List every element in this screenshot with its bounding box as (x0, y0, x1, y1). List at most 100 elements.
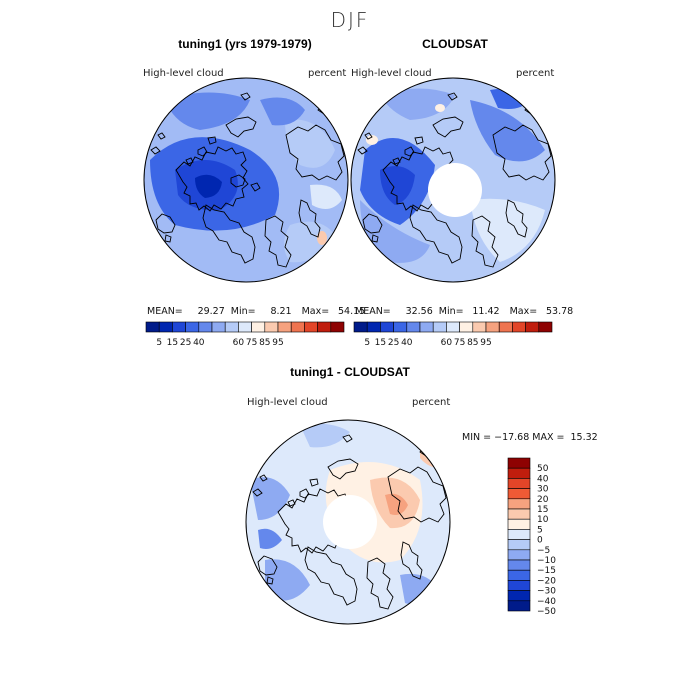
panel-3-units-label: percent (412, 397, 451, 408)
panel-1-colorbar-tick-label: 5 (156, 338, 162, 348)
panel-2-colorbar-tick-label: 25 (388, 338, 399, 348)
panel-3-colorbar-tick-label: −50 (537, 607, 556, 617)
panel-1-min-label: Min= (230, 306, 256, 317)
panel-3-title: tuning1 - CLOUDSAT (290, 365, 410, 379)
panel-3-colorbar-swatch (507, 600, 531, 612)
panel-3-colorbar-tick-label: 10 (537, 515, 549, 525)
panel-3-colorbar-tick-label: 30 (537, 485, 549, 495)
panel-3-colorbar-swatch (507, 580, 531, 591)
panel-3-colorbar-swatch (507, 539, 531, 551)
panel-2-colorbar-swatch (353, 321, 368, 333)
panel-2-min-label: Min= (438, 306, 464, 317)
map-panel-1 (143, 77, 349, 283)
panel-1-colorbar-swatch (145, 321, 160, 333)
panel-1-max-label: Max= (301, 306, 330, 317)
panel-1-colorbar-swatch (290, 321, 305, 333)
panel-2-colorbar-tick-label: 85 (467, 338, 478, 348)
panel-2-variable-label: High-level cloud (351, 68, 432, 79)
panel-1-colorbar-swatch (238, 321, 252, 333)
panel-2-mean-value: 32.56 (405, 306, 433, 317)
panel-1-mean-label: MEAN= (147, 306, 183, 317)
panel-2-max-label: Max= (509, 306, 538, 317)
panel-1-title: tuning1 (yrs 1979-1979) (178, 37, 312, 51)
panel-1-max-value: 54.15 (338, 306, 366, 317)
colorbar-panel-1: 5 15 25 40 60 75 85 95 (145, 321, 345, 348)
panel-3-colorbar-swatch (507, 488, 531, 500)
panel-2-max-value: 53.78 (546, 306, 574, 317)
panel-2-colorbar-swatch (406, 321, 421, 333)
panel-3-colorbar-tick-label: −5 (537, 546, 550, 556)
panel-3-colorbar-tick-label: −20 (537, 576, 556, 586)
panel-1-colorbar-tick-label: 95 (272, 338, 283, 348)
panel-2-colorbar-tick-label: 15 (375, 338, 386, 348)
panel-2-units-label: percent (516, 68, 555, 79)
panel-3-colorbar-swatch (507, 467, 531, 479)
panel-3-colorbar-swatch (507, 569, 531, 581)
panel-1-colorbar-swatch (251, 321, 266, 333)
panel-2-min-value: 11.42 (472, 306, 500, 317)
panel-3-variable-label: High-level cloud (247, 397, 328, 408)
panel-1-mean-value: 29.27 (197, 306, 225, 317)
panel-2-colorbar-swatch (366, 321, 381, 333)
panel-2-colorbar-swatch (393, 321, 408, 333)
panel-2-colorbar-swatch (380, 321, 394, 333)
panel-3-colorbar-tick-label: 15 (537, 505, 548, 515)
panel-2-colorbar-swatch (525, 321, 540, 333)
panel-3-colorbar-swatch (507, 457, 531, 469)
panel-1-units-label: percent (308, 68, 347, 79)
panel-1-colorbar-swatch (211, 321, 226, 333)
panel-3-colorbar-swatch (507, 549, 531, 561)
panel-2-colorbar-tick-label: 60 (441, 338, 453, 348)
panel-2-colorbar-tick-label: 75 (454, 338, 465, 348)
panel-2-colorbar-swatch (446, 321, 460, 333)
panel-2-colorbar-swatch (538, 321, 553, 333)
panel-1-colorbar-swatch (224, 321, 239, 333)
panel-2-colorbar-tick-label: 95 (480, 338, 491, 348)
figure-title: DJF (330, 8, 370, 32)
panel-3-colorbar-swatch (507, 590, 531, 602)
panel-1-colorbar-tick-label: 25 (180, 338, 191, 348)
panel-3-colorbar-tick-label: 0 (537, 536, 543, 546)
panel-2-title: CLOUDSAT (422, 37, 488, 51)
colorbar-panel-2: 5 15 25 40 60 75 85 95 (353, 321, 553, 348)
panel-3-colorbar-tick-label: 5 (537, 525, 543, 535)
map-panel-2 (350, 77, 556, 283)
panel-2-colorbar-swatch (472, 321, 487, 333)
panel-3-colorbar-tick-label: 50 (537, 464, 549, 474)
panel-1-colorbar-swatch (185, 321, 200, 333)
panel-3-range-text: MIN = −17.68 MAX = 15.32 (462, 432, 598, 443)
panel-2-colorbar-swatch (498, 321, 513, 333)
panel-1-stats: MEAN= 29.27 Min= 8.21 Max= 54.15 (147, 306, 365, 317)
panel-1-colorbar-tick-label: 15 (167, 338, 178, 348)
panel-1-colorbar-tick-label: 60 (233, 338, 245, 348)
panel-1-colorbar-swatch (172, 321, 186, 333)
panel-1-colorbar-tick-label: 40 (193, 338, 205, 348)
panel-3-colorbar-tick-label: −10 (537, 556, 556, 566)
panel-3-colorbar-swatch (507, 518, 531, 530)
panel-3-colorbar-swatch (507, 529, 531, 540)
map-panel-3 (245, 419, 451, 625)
panel-2-stats: MEAN= 32.56 Min= 11.42 Max= 53.78 (355, 306, 573, 317)
panel-2-colorbar-tick-label: 40 (401, 338, 413, 348)
panel-1-colorbar-swatch (158, 321, 173, 333)
panel-3-colorbar-swatch (507, 559, 531, 571)
panel-1-colorbar-swatch (198, 321, 213, 333)
panel-2-colorbar-swatch (432, 321, 447, 333)
panel-3-colorbar-tick-label: 20 (537, 495, 549, 505)
panel-2-colorbar-tick-label: 5 (364, 338, 370, 348)
panel-3-colorbar-tick-label: −30 (537, 587, 556, 597)
panel-3-colorbar-swatch (507, 498, 531, 510)
panel-2-colorbar-swatch (512, 321, 526, 333)
panel-2-mean-label: MEAN= (355, 306, 391, 317)
panel-3-colorbar-tick-label: −15 (537, 566, 556, 576)
panel-3-colorbar-swatch (507, 508, 531, 520)
panel-1-colorbar-swatch (277, 321, 292, 333)
panel-2-colorbar-swatch (419, 321, 434, 333)
panel-1-colorbar-swatch (317, 321, 332, 333)
panel-3-colorbar-tick-label: −40 (537, 597, 556, 607)
panel-1-colorbar-swatch (264, 321, 279, 333)
panel-2-colorbar-swatch (459, 321, 474, 333)
panel-1-min-value: 8.21 (270, 306, 292, 317)
